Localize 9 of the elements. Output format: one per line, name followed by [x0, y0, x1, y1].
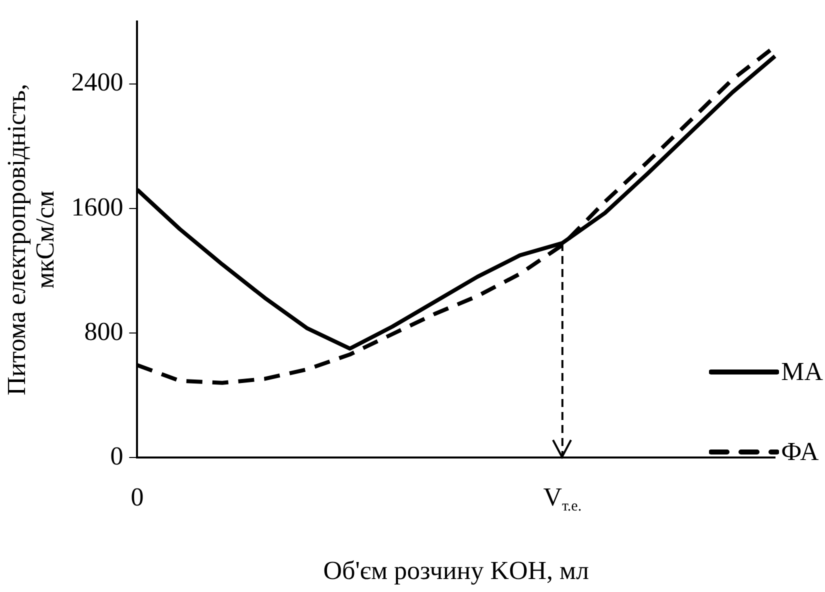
text: Питома електропровідність, — [2, 84, 32, 396]
text: мкСм/см — [30, 190, 60, 289]
y-tick-label: 0 — [110, 441, 124, 470]
y-tick-label: 2400 — [71, 68, 124, 97]
y-tick-label: 1600 — [71, 192, 124, 222]
legend-label: ФА — [781, 437, 819, 467]
x-axis-title: Об'єм розчину KOH, мл — [323, 556, 589, 586]
legend-label: MA — [781, 357, 823, 387]
y-tick-label: 800 — [84, 316, 124, 346]
